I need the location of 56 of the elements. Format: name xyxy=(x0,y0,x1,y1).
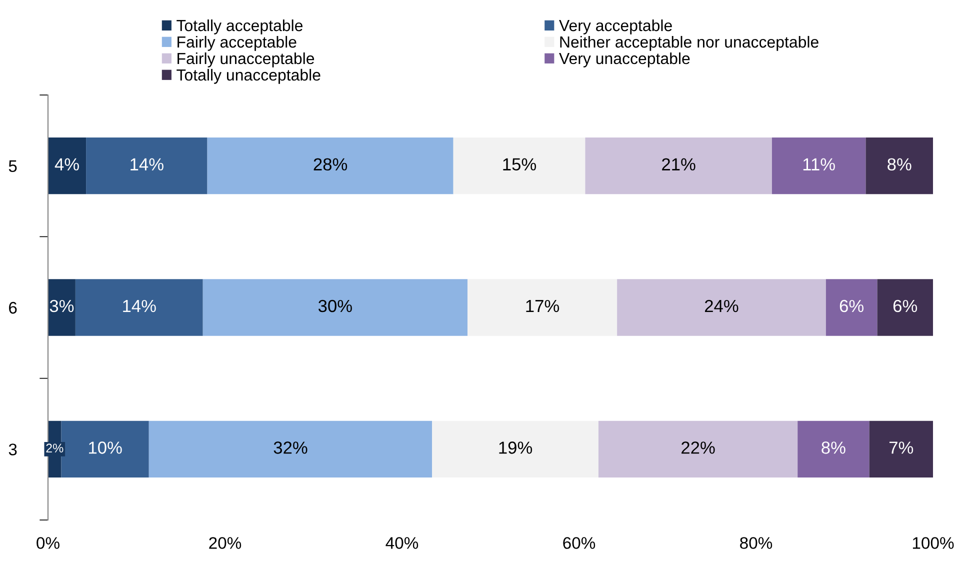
data-label: 8% xyxy=(888,158,912,170)
data-label: 30% xyxy=(318,300,352,312)
bar xyxy=(48,138,86,194)
data-label: 4% xyxy=(54,158,79,170)
bar xyxy=(467,279,618,336)
legend-label: Very unacceptable xyxy=(559,52,690,68)
y-tick-label: 6 xyxy=(9,302,17,314)
data-label: 15% xyxy=(503,158,536,170)
bar xyxy=(432,420,598,478)
x-tick-label: 60% xyxy=(563,537,596,549)
bar xyxy=(866,138,933,194)
data-label: 14% xyxy=(130,158,164,170)
x-tick-label: 0% xyxy=(36,537,60,549)
bar xyxy=(207,138,454,194)
legend-label: Totally unacceptable xyxy=(176,68,320,84)
data-label: 10% xyxy=(89,442,122,454)
bar xyxy=(617,279,826,336)
data-label: 21% xyxy=(662,158,696,170)
data-label: 19% xyxy=(499,442,532,454)
bar xyxy=(598,420,798,478)
bar xyxy=(826,279,878,336)
bar xyxy=(877,279,933,336)
data-label: 22% xyxy=(682,442,715,454)
x-tick-label: 100% xyxy=(912,537,954,549)
data-label: 11% xyxy=(803,158,835,170)
data-label: 8% xyxy=(822,442,846,454)
data-label: 14% xyxy=(123,300,156,312)
legend-label: Neither acceptable nor unacceptable xyxy=(560,36,818,51)
data-label: 28% xyxy=(314,158,348,170)
legend-label: Fairly acceptable xyxy=(178,36,296,51)
bar xyxy=(869,420,933,478)
data-label: 7% xyxy=(889,442,914,454)
legend-label: Fairly unacceptable xyxy=(178,52,314,68)
x-tick-label: 40% xyxy=(386,537,418,549)
bar xyxy=(202,279,468,336)
data-label: 24% xyxy=(704,300,738,312)
data-label: 17% xyxy=(526,300,560,312)
data-label: 32% xyxy=(274,442,308,454)
data-label: 3% xyxy=(50,300,74,312)
data-label: 2% xyxy=(46,444,64,452)
legend-label: Totally acceptable xyxy=(176,19,303,34)
bar xyxy=(86,138,208,194)
y-tick-label: 3 xyxy=(8,444,17,456)
bar xyxy=(798,420,870,478)
bar xyxy=(48,279,76,336)
y-tick-label: 5 xyxy=(8,160,17,172)
legend-label: Very acceptable xyxy=(559,19,672,34)
data-label: 6% xyxy=(840,300,864,312)
x-tick-label: 80% xyxy=(740,537,772,549)
bar xyxy=(772,138,866,194)
bar xyxy=(453,138,586,194)
bar xyxy=(585,138,772,194)
data-label: 6% xyxy=(893,300,918,312)
bar xyxy=(148,420,432,478)
x-tick-label: 20% xyxy=(209,537,242,549)
bar xyxy=(75,279,203,336)
